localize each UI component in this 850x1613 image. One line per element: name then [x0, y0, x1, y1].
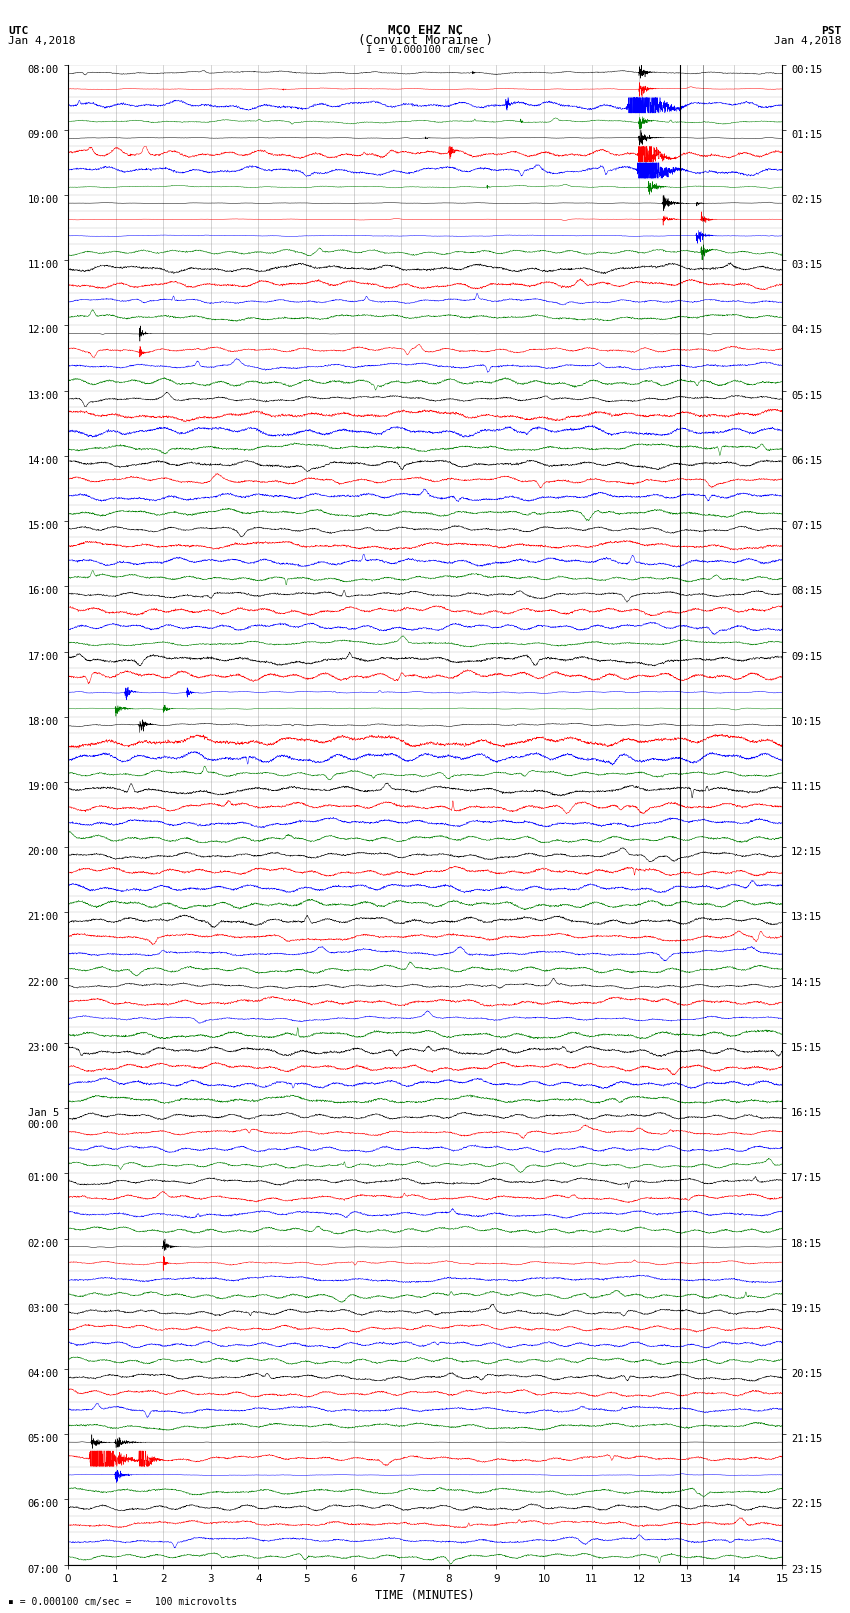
- Text: UTC: UTC: [8, 26, 29, 35]
- Text: MCO EHZ NC: MCO EHZ NC: [388, 24, 462, 37]
- X-axis label: TIME (MINUTES): TIME (MINUTES): [375, 1589, 475, 1602]
- Text: Jan 4,2018: Jan 4,2018: [774, 35, 842, 45]
- Text: Jan 4,2018: Jan 4,2018: [8, 35, 76, 45]
- Text: ▪ = 0.000100 cm/sec =    100 microvolts: ▪ = 0.000100 cm/sec = 100 microvolts: [8, 1597, 238, 1607]
- Text: PST: PST: [821, 26, 842, 35]
- Text: I = 0.000100 cm/sec: I = 0.000100 cm/sec: [366, 45, 484, 55]
- Text: (Convict Moraine ): (Convict Moraine ): [358, 34, 492, 47]
